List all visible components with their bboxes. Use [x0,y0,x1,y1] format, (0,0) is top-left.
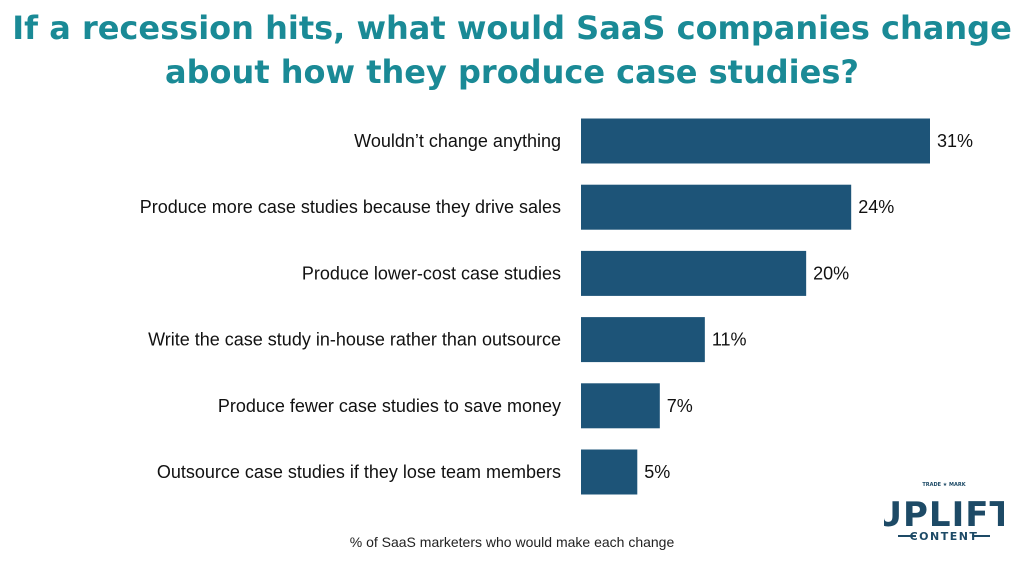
value-label: 11% [712,330,747,350]
logo-mark: TRADE ★ MARK UPLIFT CONTENT [884,482,1004,543]
bar-row: Write the case study in-house rather tha… [148,317,747,363]
category-label: Wouldn’t change anything [354,131,561,151]
bar-row: Produce fewer case studies to save money… [218,383,693,429]
category-label: Produce lower-cost case studies [302,263,561,283]
chart-title: If a recession hits, what would SaaS com… [0,6,1024,94]
value-label: 20% [813,263,849,283]
bar [581,317,705,363]
bar-row: Wouldn’t change anything 31% [354,118,973,164]
svg-text:TRADE ★ MARK: TRADE ★ MARK [922,482,966,488]
bar-row: Produce more case studies because they d… [140,184,894,230]
category-label: Outsource case studies if they lose team… [157,462,561,482]
uplift-content-logo: TRADE ★ MARK UPLIFT CONTENT [884,482,1004,543]
chart-title-line-2: about how they produce case studies? [165,53,859,91]
bar-row: Produce lower-cost case studies 20% [302,250,849,296]
value-label: 31% [937,131,973,151]
bar [581,383,660,429]
svg-text:CONTENT: CONTENT [910,530,979,543]
value-label: 24% [858,197,894,217]
value-label: 7% [667,396,693,416]
bar [581,184,852,230]
bar [581,250,807,296]
bar [581,118,930,164]
value-label: 5% [644,462,670,482]
chart-title-line-1: If a recession hits, what would SaaS com… [12,9,1012,47]
bar [581,449,638,495]
category-label: Produce fewer case studies to save money [218,396,561,416]
category-label: Produce more case studies because they d… [140,197,561,217]
svg-text:UPLIFT: UPLIFT [884,495,1004,535]
bar-row: Outsource case studies if they lose team… [157,449,670,495]
category-label: Write the case study in-house rather tha… [148,330,561,350]
axis-caption: % of SaaS marketers who would make each … [349,534,675,550]
